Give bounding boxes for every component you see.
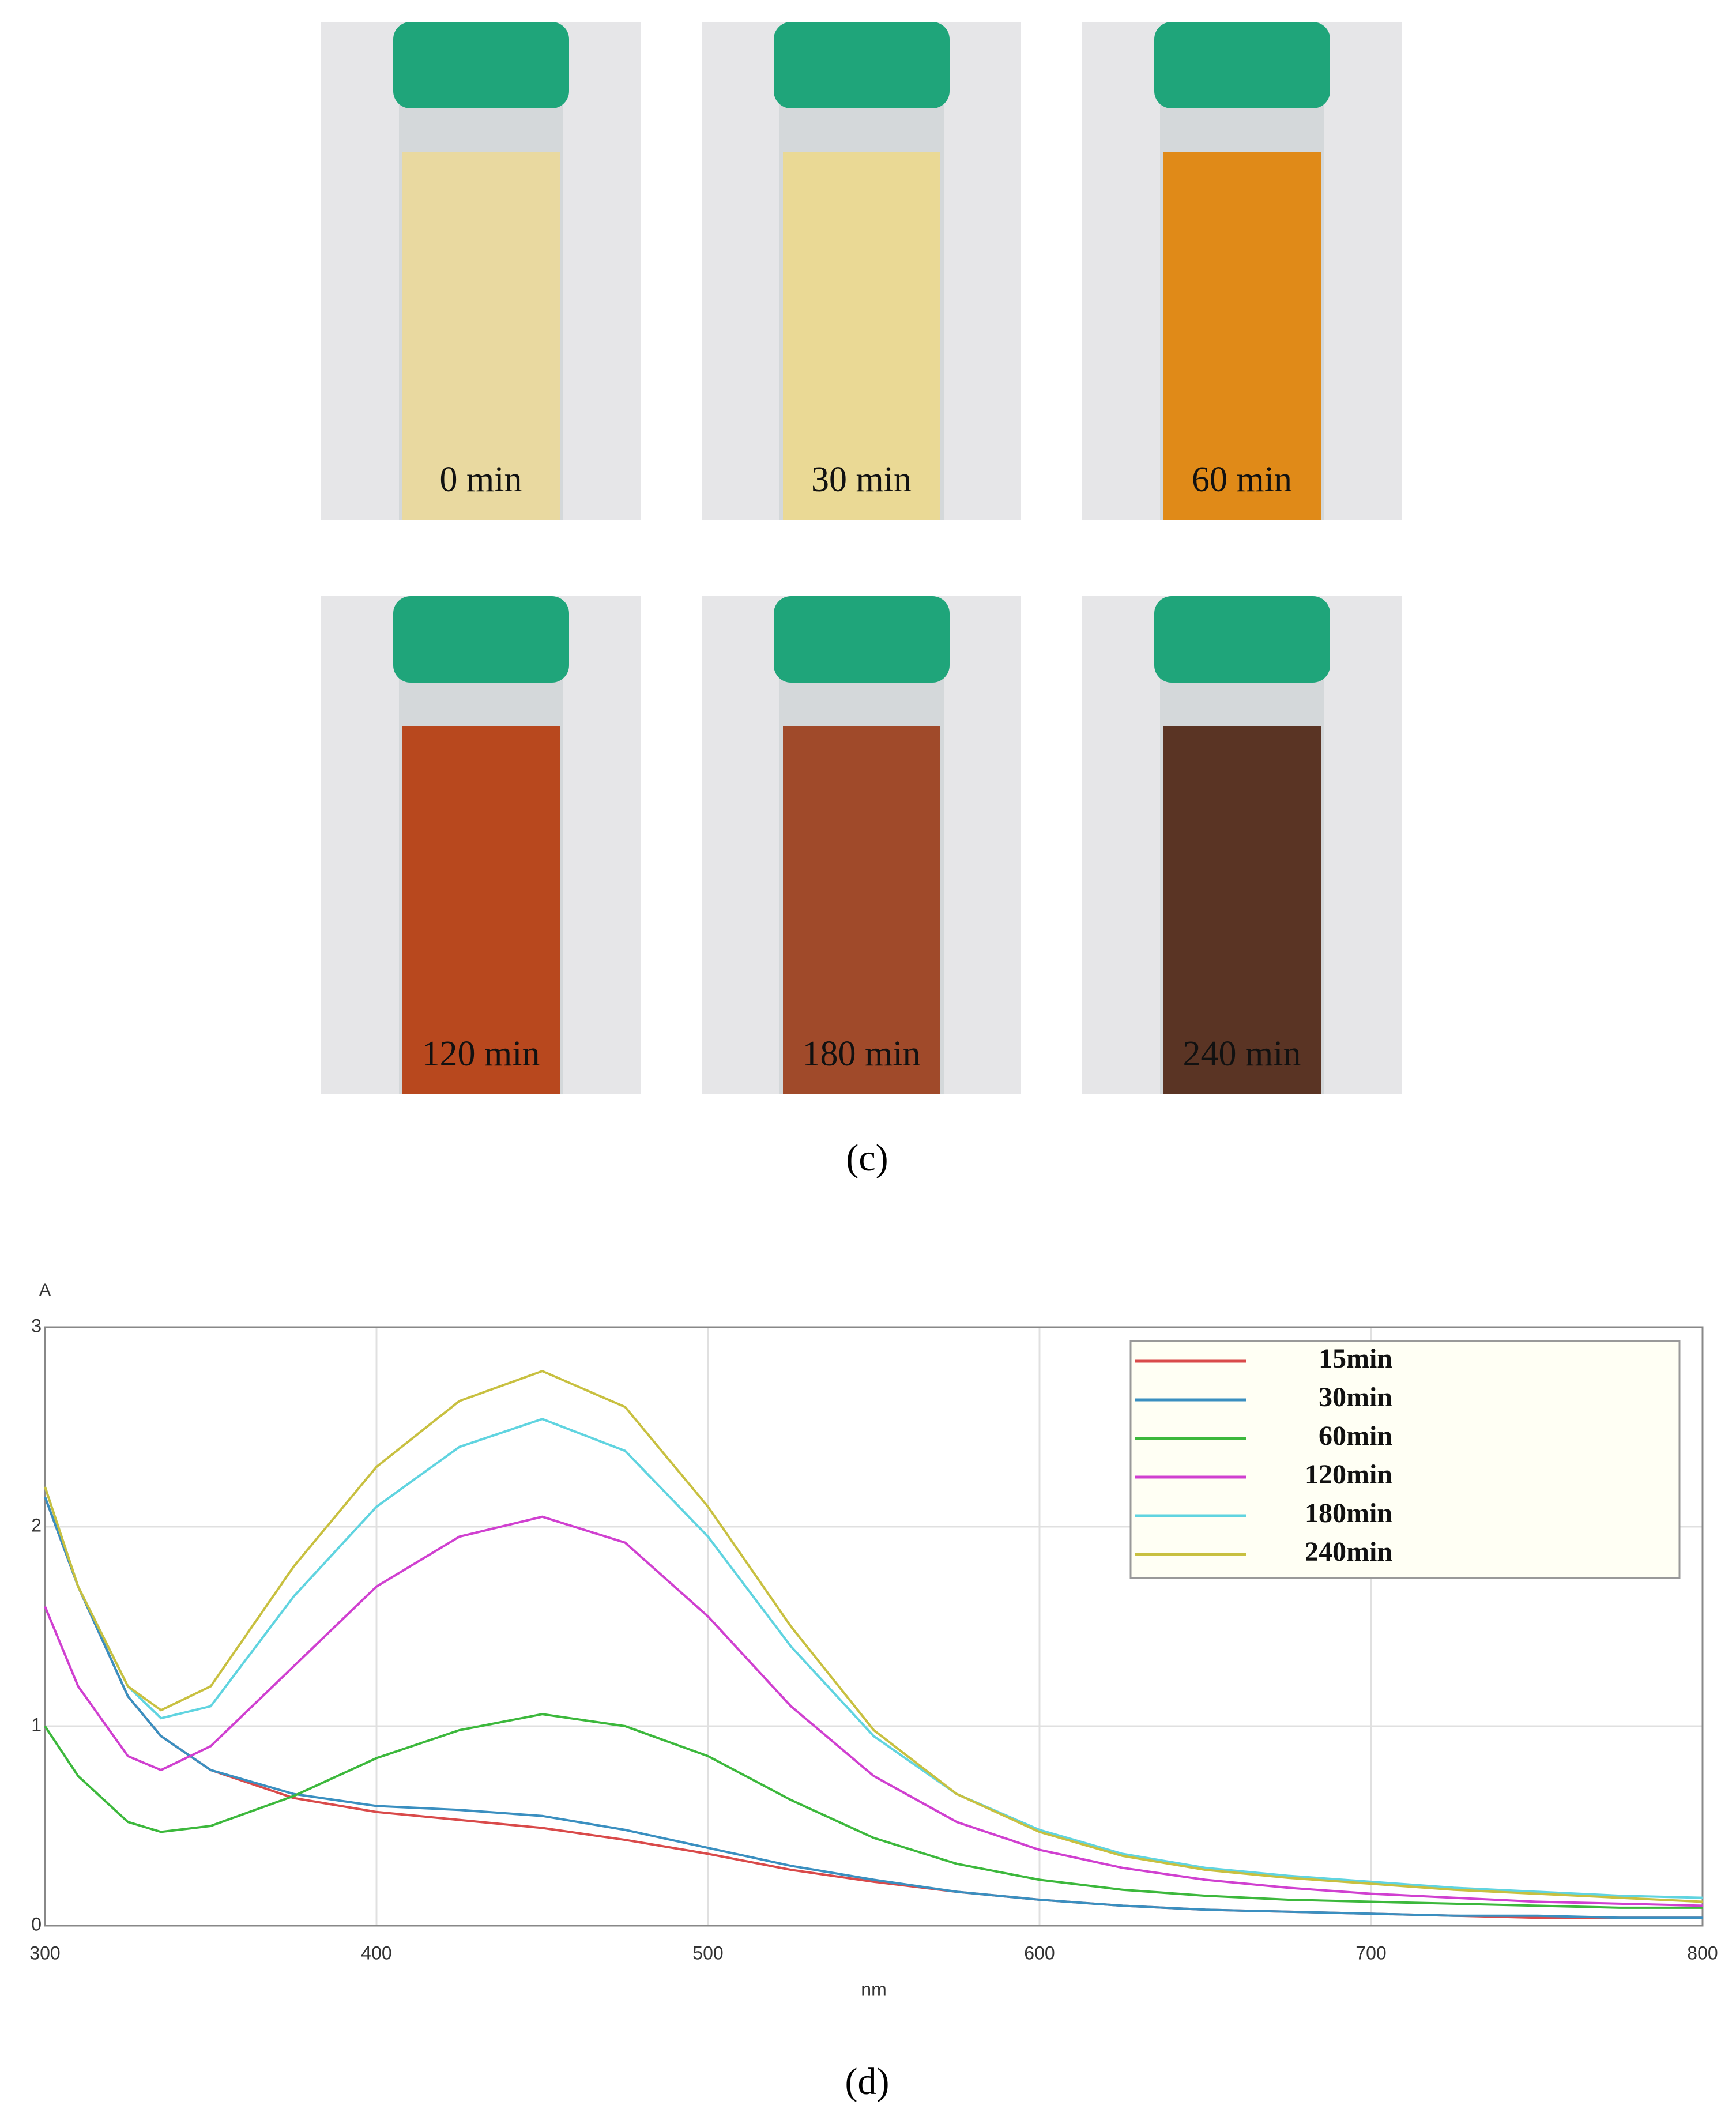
series-line	[44, 1713, 1703, 1909]
caption: (d)	[845, 2061, 890, 2103]
cap	[393, 22, 569, 108]
caption: (c)	[846, 1137, 888, 1179]
x-tick-label: 600	[1024, 1942, 1055, 1963]
legend-label: 120min	[1305, 1459, 1392, 1490]
liquid	[783, 152, 940, 520]
cap	[774, 596, 950, 683]
y-axis-label: A	[39, 1281, 51, 1300]
photo-panel: 0 min 30 min 60 min 120 min 180 min 240 min	[321, 22, 1402, 1094]
photo-label: 60 min	[1192, 460, 1292, 499]
series-line	[44, 1496, 1703, 1919]
y-tick-label: 0	[31, 1914, 42, 1934]
photo-label: 180 min	[803, 1034, 921, 1074]
legend-label: 240min	[1305, 1536, 1392, 1567]
y-tick-label: 2	[31, 1515, 42, 1535]
cap	[393, 596, 569, 683]
series-line	[44, 1369, 1703, 1903]
photo-label: 120 min	[422, 1034, 540, 1074]
plot-frame	[44, 1326, 1704, 1927]
legend-label: 60min	[1319, 1421, 1392, 1451]
x-axis-label: nm	[861, 1979, 886, 1999]
legend-label: 180min	[1305, 1498, 1392, 1528]
liquid	[1163, 152, 1321, 520]
x-tick-label: 400	[361, 1942, 391, 1963]
cap	[774, 22, 950, 108]
series-line	[44, 1418, 1703, 1899]
cap	[1154, 596, 1330, 683]
y-tick-label: 1	[31, 1714, 42, 1735]
photo-label: 240 min	[1183, 1034, 1301, 1074]
legend-label: 15min	[1319, 1343, 1392, 1374]
series-line	[44, 1515, 1703, 1907]
x-tick-label: 800	[1687, 1942, 1718, 1963]
liquid	[1163, 726, 1321, 1094]
liquid	[402, 152, 560, 520]
y-tick-label: 3	[31, 1315, 42, 1336]
liquid	[402, 726, 560, 1094]
x-tick-label: 700	[1355, 1942, 1386, 1963]
photo-label: 0 min	[440, 460, 522, 499]
cap	[1154, 22, 1330, 108]
legend-box	[1129, 1340, 1681, 1579]
x-tick-label: 500	[692, 1942, 723, 1963]
photo-label: 30 min	[811, 460, 912, 499]
x-tick-label: 300	[29, 1942, 60, 1963]
legend-label: 30min	[1319, 1382, 1392, 1413]
liquid	[783, 726, 940, 1094]
chart: 0 1 2 3 300 400 500 600 700 800 Anm 15min 30min 60min…	[29, 1281, 1718, 2000]
